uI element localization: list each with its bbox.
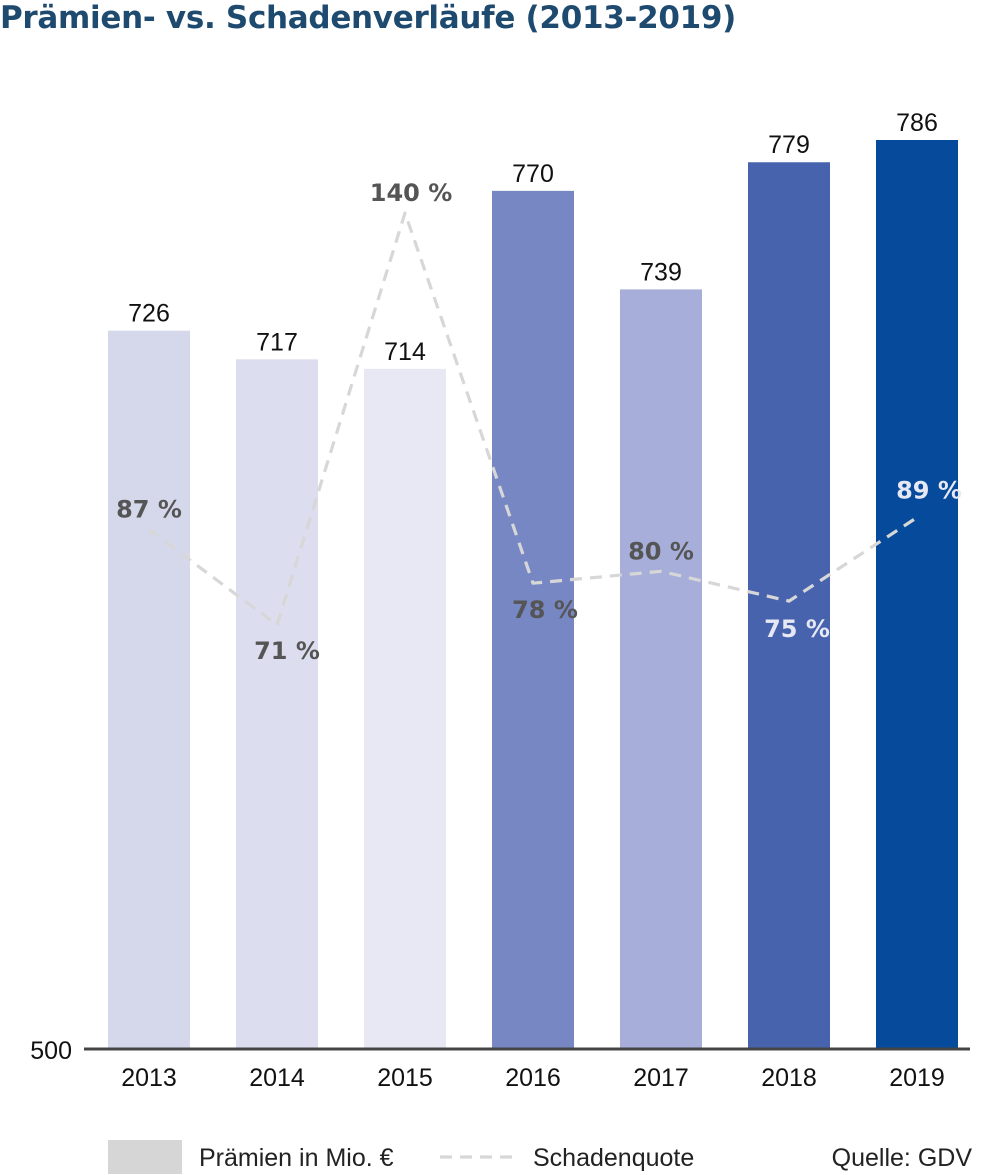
bar-value-label-2017: 739 bbox=[640, 258, 682, 286]
axis-group: 500 bbox=[30, 1037, 970, 1065]
bar-value-label-2016: 770 bbox=[512, 160, 554, 188]
loss-ratio-label-2017: 80 % bbox=[628, 537, 694, 565]
bar-2017 bbox=[620, 289, 702, 1050]
bar-2013 bbox=[108, 330, 190, 1049]
source-note: Quelle: GDV bbox=[832, 1144, 973, 1172]
bar-2018 bbox=[748, 162, 830, 1050]
bar-value-label-2019: 786 bbox=[896, 109, 938, 137]
labels-group: 726 2013 717 2014 714 2015 770 2016 739 2017 779 20… bbox=[116, 109, 962, 1092]
bar-2014 bbox=[236, 359, 318, 1049]
y-tick-label-500: 500 bbox=[30, 1037, 72, 1065]
bar-value-label-2015: 714 bbox=[384, 338, 426, 366]
legend: Prämien in Mio. € Schadenquote Quelle: GDV bbox=[108, 1140, 972, 1174]
loss-ratio-label-2016: 78 % bbox=[512, 596, 578, 624]
x-tick-label-2014: 2014 bbox=[249, 1064, 305, 1092]
loss-ratio-label-2019: 89 % bbox=[896, 477, 962, 505]
x-tick-label-2016: 2016 bbox=[505, 1064, 561, 1092]
loss-ratio-line-group bbox=[148, 211, 918, 627]
bar-value-label-2014: 717 bbox=[256, 328, 298, 356]
x-tick-label-2013: 2013 bbox=[121, 1064, 177, 1092]
bar-2016 bbox=[492, 190, 574, 1049]
bar-2019 bbox=[876, 140, 958, 1049]
legend-bar-label: Prämien in Mio. € bbox=[199, 1144, 394, 1172]
legend-line-label: Schadenquote bbox=[533, 1144, 694, 1172]
x-tick-label-2018: 2018 bbox=[761, 1064, 817, 1092]
x-tick-label-2019: 2019 bbox=[889, 1064, 945, 1092]
bar-2015 bbox=[364, 368, 446, 1049]
loss-ratio-label-2013: 87 % bbox=[116, 495, 182, 523]
loss-ratio-label-2014: 71 % bbox=[254, 637, 320, 665]
loss-ratio-label-2015: 140 % bbox=[370, 179, 453, 207]
loss-ratio-label-2018: 75 % bbox=[764, 615, 830, 643]
chart-title: Prämien- vs. Schadenverläufe (2013-2019) bbox=[0, 0, 737, 36]
bars-group bbox=[108, 140, 958, 1050]
bar-value-label-2018: 779 bbox=[768, 131, 810, 159]
legend-bar-swatch bbox=[108, 1140, 182, 1174]
x-tick-label-2017: 2017 bbox=[633, 1064, 689, 1092]
x-tick-label-2015: 2015 bbox=[377, 1064, 433, 1092]
loss-ratio-line bbox=[148, 211, 918, 627]
bar-value-label-2013: 726 bbox=[128, 300, 170, 328]
